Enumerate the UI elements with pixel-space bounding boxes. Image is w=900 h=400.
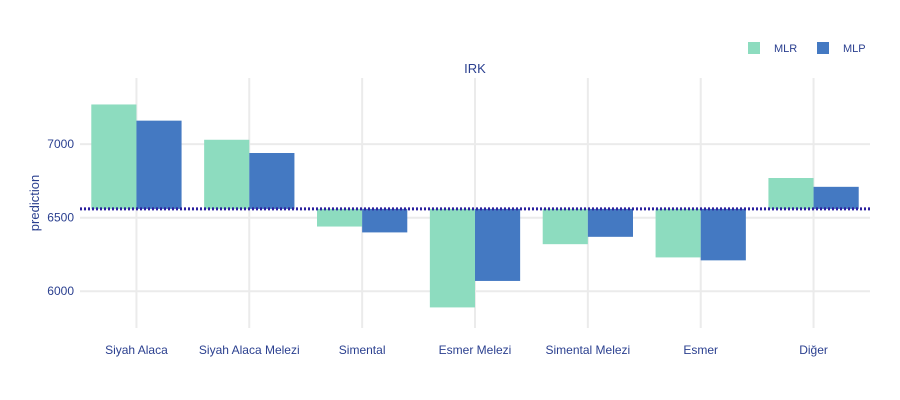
- x-tick-label: Siyah Alaca: [105, 343, 168, 357]
- bar-mlp[interactable]: [136, 120, 182, 209]
- y-tick-label: 7000: [47, 137, 74, 151]
- chart-title: IRK: [464, 61, 486, 76]
- bar-mlr[interactable]: [91, 104, 137, 209]
- legend[interactable]: MLR MLP: [748, 42, 866, 55]
- bar-mlp[interactable]: [813, 186, 859, 209]
- bar-mlp[interactable]: [587, 208, 633, 237]
- legend-label: MLR: [774, 43, 797, 55]
- bar-mlr[interactable]: [204, 139, 250, 209]
- y-axis: 6000 6500 7000: [47, 137, 74, 298]
- bar-mlr[interactable]: [542, 208, 588, 245]
- y-tick-label: 6500: [47, 211, 74, 225]
- bar-mlr[interactable]: [768, 178, 814, 209]
- bar-mlp[interactable]: [475, 208, 521, 281]
- x-tick-label: Diğer: [799, 343, 828, 357]
- y-axis-label: prediction: [27, 175, 42, 231]
- legend-label: MLP: [843, 43, 866, 55]
- x-tick-label: Siyah Alaca Melezi: [199, 343, 300, 357]
- bar-mlp[interactable]: [249, 153, 295, 209]
- x-tick-label: Esmer Melezi: [439, 343, 512, 357]
- bar-mlr[interactable]: [429, 208, 475, 308]
- x-tick-label: Esmer: [683, 343, 718, 357]
- legend-swatch: [817, 42, 829, 54]
- bar-mlr[interactable]: [317, 208, 363, 227]
- x-axis: Siyah Alaca Siyah Alaca Melezi Simental Esm…: [105, 343, 828, 357]
- legend-swatch: [748, 42, 760, 54]
- bar-mlp[interactable]: [700, 208, 746, 261]
- bar-mlr[interactable]: [655, 208, 701, 258]
- x-tick-label: Simental: [339, 343, 386, 357]
- bars: [91, 104, 859, 308]
- legend-item-mlr[interactable]: MLR: [748, 42, 797, 55]
- x-tick-label: Simental Melezi: [546, 343, 631, 357]
- legend-item-mlp[interactable]: MLP: [817, 42, 866, 55]
- y-tick-label: 6000: [47, 284, 74, 298]
- bar-mlp[interactable]: [362, 208, 408, 233]
